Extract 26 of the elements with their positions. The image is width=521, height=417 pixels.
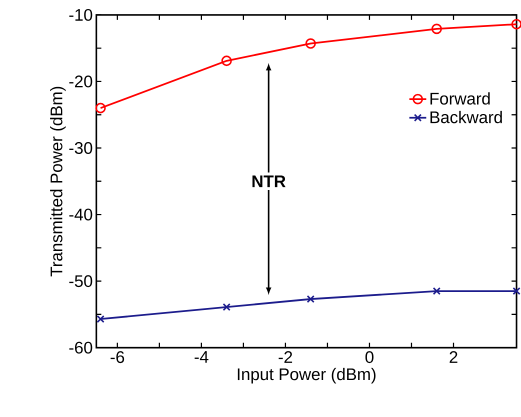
- point: [96, 314, 105, 323]
- y-axis-title: Transmitted Power (dBm): [50, 86, 66, 276]
- y-tick-label: -40: [69, 208, 92, 220]
- point: [95, 102, 106, 114]
- x-tick-label: -6: [110, 351, 124, 363]
- y-tick-label: -20: [69, 75, 92, 88]
- point: [511, 18, 521, 30]
- point: [222, 303, 231, 311]
- legend-label: Forward: [430, 92, 490, 105]
- x-tick-label: -4: [194, 351, 208, 363]
- y-tick-label: -10: [69, 8, 92, 21]
- point: [432, 287, 441, 295]
- x-axis-title: Input Power (dBm): [238, 368, 376, 384]
- y-tick-label: -50: [69, 275, 92, 287]
- y-tick-label: -60: [69, 342, 92, 354]
- point: [306, 295, 315, 303]
- point: [305, 38, 316, 49]
- x-tick-label: 2: [450, 351, 458, 363]
- point: [512, 287, 520, 295]
- point: [221, 55, 232, 66]
- legend-label: Backward: [430, 110, 502, 124]
- annotation: NTR: [252, 175, 286, 187]
- x-tick-label: -2: [278, 351, 292, 363]
- y-tick-label: -30: [69, 142, 92, 154]
- point: [431, 24, 442, 34]
- x-tick-label: 0: [365, 351, 374, 363]
